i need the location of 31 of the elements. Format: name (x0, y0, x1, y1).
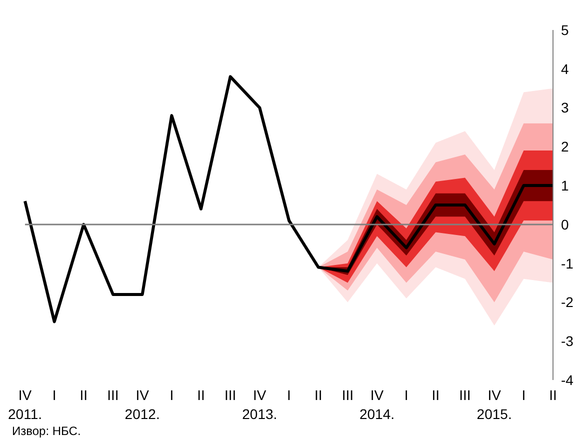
y-tick-label: 4 (561, 60, 569, 77)
x-tick-label: II (549, 387, 557, 403)
x-tick-label: I (52, 387, 56, 403)
x-tick-label: II (432, 387, 440, 403)
y-tick-label: -2 (561, 294, 574, 310)
x-tick-label: IV 2011. (8, 387, 42, 422)
x-tick-label: I (404, 387, 408, 403)
x-tick-label: I (170, 387, 174, 403)
x-tick-label: IV 2012. (124, 387, 160, 422)
y-tick-label: 5 (561, 22, 569, 38)
x-tick-label: IV 2014. (359, 387, 395, 422)
x-tick-label: IV 2013. (242, 387, 278, 422)
y-tick-label: 3 (561, 100, 569, 116)
line-series (24, 75, 554, 324)
x-tick-label: II (314, 387, 322, 403)
y-tick-label: -3 (561, 333, 574, 350)
x-tick-label: I (522, 387, 526, 403)
x-tick-label: IV 2015. (476, 387, 512, 422)
text: Извор: НБС. (12, 424, 82, 438)
y-tick-label: 2 (561, 138, 569, 155)
y-tick-label: -4 (561, 372, 574, 388)
x-tick-label: III (459, 387, 471, 403)
y-tick-label: 1 (561, 178, 569, 194)
x-tick-label: III (342, 387, 354, 403)
y-tick-label: 0 (561, 216, 569, 232)
x-tick-label: III (224, 387, 236, 403)
y-tick-label: -1 (561, 255, 574, 272)
x-tick-label: I (287, 387, 291, 403)
x-tick-label: III (107, 387, 119, 403)
x-tick-label: II (197, 387, 205, 403)
x-tick-label: II (80, 387, 88, 403)
